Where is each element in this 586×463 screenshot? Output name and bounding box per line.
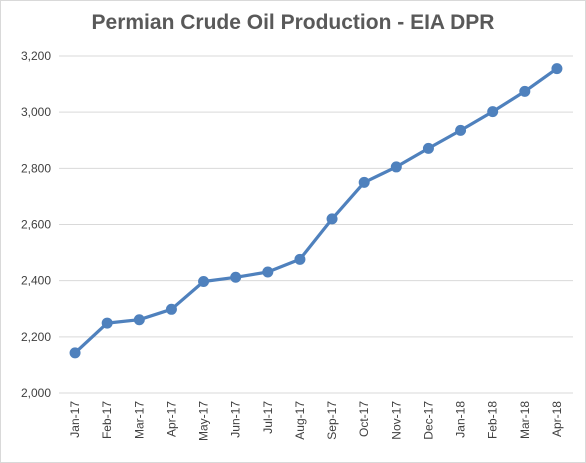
- data-point: [326, 213, 338, 225]
- x-tick-label: Dec-17: [421, 401, 435, 440]
- data-point: [230, 271, 242, 283]
- data-point: [294, 253, 306, 265]
- x-tick-label: Apr-17: [164, 401, 178, 437]
- x-tick-label: Apr-18: [550, 401, 564, 437]
- y-tick-label: 2,400: [21, 274, 51, 288]
- x-axis-ticks: Jan-17 Feb-17 Mar-17 Apr-17 May-17 Jun-17 Jul-…: [68, 401, 564, 441]
- chart-title: Permian Crude Oil Production - EIA DPR: [91, 11, 495, 34]
- x-tick-label: Sep-17: [325, 401, 339, 440]
- data-point: [551, 63, 563, 75]
- data-point: [422, 142, 434, 154]
- data-point: [487, 106, 499, 118]
- y-tick-label: 3,200: [21, 49, 51, 63]
- data-point: [101, 317, 113, 329]
- x-tick-label: Jun-17: [229, 401, 243, 438]
- series-line: [73, 66, 559, 355]
- data-point: [165, 303, 177, 315]
- data-point: [198, 276, 210, 288]
- x-tick-label: Feb-17: [100, 401, 114, 439]
- data-point: [390, 161, 402, 173]
- y-tick-label: 2,200: [21, 330, 51, 344]
- x-tick-label: Jan-17: [68, 401, 82, 438]
- gridlines: [59, 55, 573, 394]
- x-tick-label: Jul-17: [261, 401, 275, 434]
- data-point: [262, 266, 274, 278]
- y-tick-label: 2,600: [21, 218, 51, 232]
- y-tick-label: 3,000: [21, 105, 51, 119]
- x-tick-label: Feb-18: [486, 401, 500, 439]
- series-layer: [69, 63, 563, 359]
- x-tick-label: Oct-17: [357, 401, 371, 437]
- y-tick-label: 2,800: [21, 161, 51, 175]
- data-point: [358, 176, 370, 188]
- x-tick-label: Aug-17: [293, 401, 307, 440]
- data-point: [519, 85, 531, 97]
- x-tick-label: Mar-18: [518, 401, 532, 439]
- x-tick-label: Nov-17: [389, 401, 403, 440]
- data-point: [455, 124, 467, 136]
- x-tick-label: May-17: [197, 401, 211, 441]
- y-tick-label: 2,000: [21, 386, 51, 400]
- y-axis-ticks: 2,000 2,200 2,400 2,600 2,800 3,000 3,200: [21, 49, 51, 400]
- x-tick-label: Mar-17: [132, 401, 146, 439]
- x-tick-label: Jan-18: [454, 401, 468, 438]
- data-point: [69, 347, 81, 359]
- data-point: [133, 314, 145, 326]
